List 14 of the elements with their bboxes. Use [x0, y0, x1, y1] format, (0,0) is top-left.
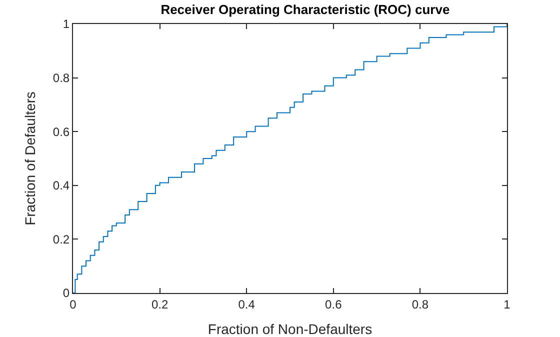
x-tick-label: 0.4 — [238, 297, 256, 312]
y-tick-label: 0.6 — [52, 124, 70, 139]
chart-title: Receiver Operating Characteristic (ROC) curve — [160, 2, 450, 18]
x-tick-label: 0.8 — [412, 297, 429, 312]
x-tick-label: 1 — [504, 297, 511, 312]
x-axis-title: Fraction of Non-Defaulters — [208, 321, 372, 337]
y-tick-label: 0 — [62, 286, 70, 300]
y-axis-title: Fraction of Defaulters — [22, 92, 38, 226]
y-tick-label: 0.8 — [52, 71, 70, 85]
y-tick-label: 0.4 — [52, 178, 70, 193]
y-tick-label: 0.2 — [52, 232, 70, 246]
x-tick-label: 0.6 — [325, 297, 342, 312]
x-tick-label: 0.2 — [151, 297, 168, 312]
y-tick-label: 1 — [62, 17, 70, 32]
